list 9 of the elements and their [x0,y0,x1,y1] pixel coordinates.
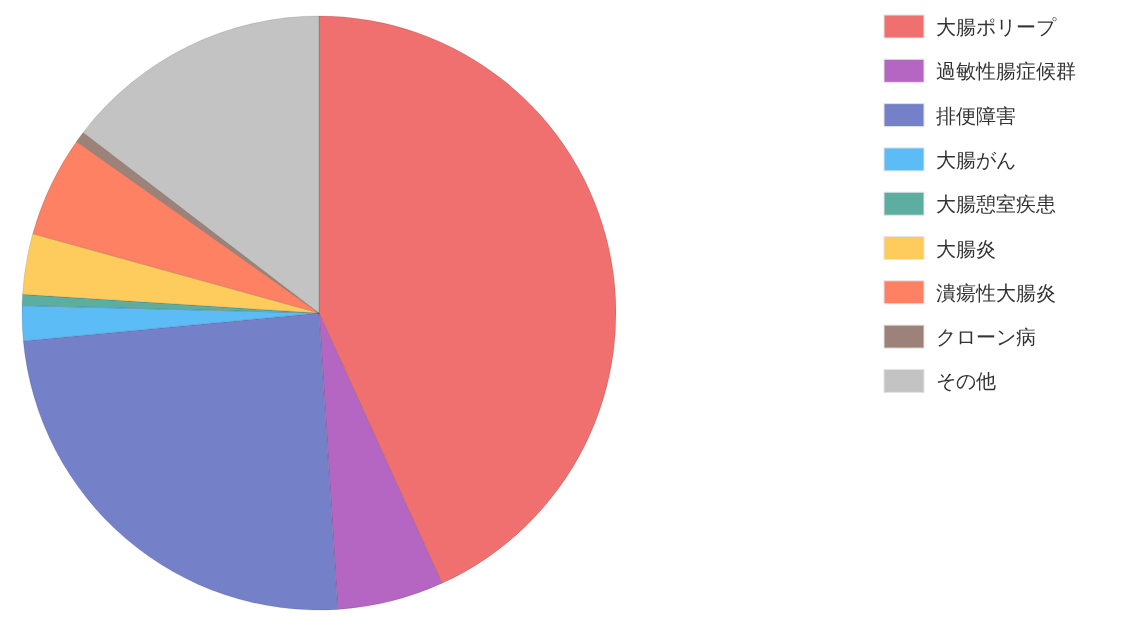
legend-label: 過敏性腸症候群 [936,59,1076,84]
legend-label: 大腸がん [936,147,1016,172]
legend-label: その他 [936,369,996,394]
legend-label: 大腸憩室疾患 [936,192,1056,217]
legend-label: 排便障害 [936,103,1016,128]
legend-label: 大腸炎 [936,236,996,261]
legend-label: クローン病 [936,325,1036,350]
legend-label: 潰瘍性大腸炎 [936,280,1056,305]
legend-label: 大腸ポリープ [936,15,1057,39]
